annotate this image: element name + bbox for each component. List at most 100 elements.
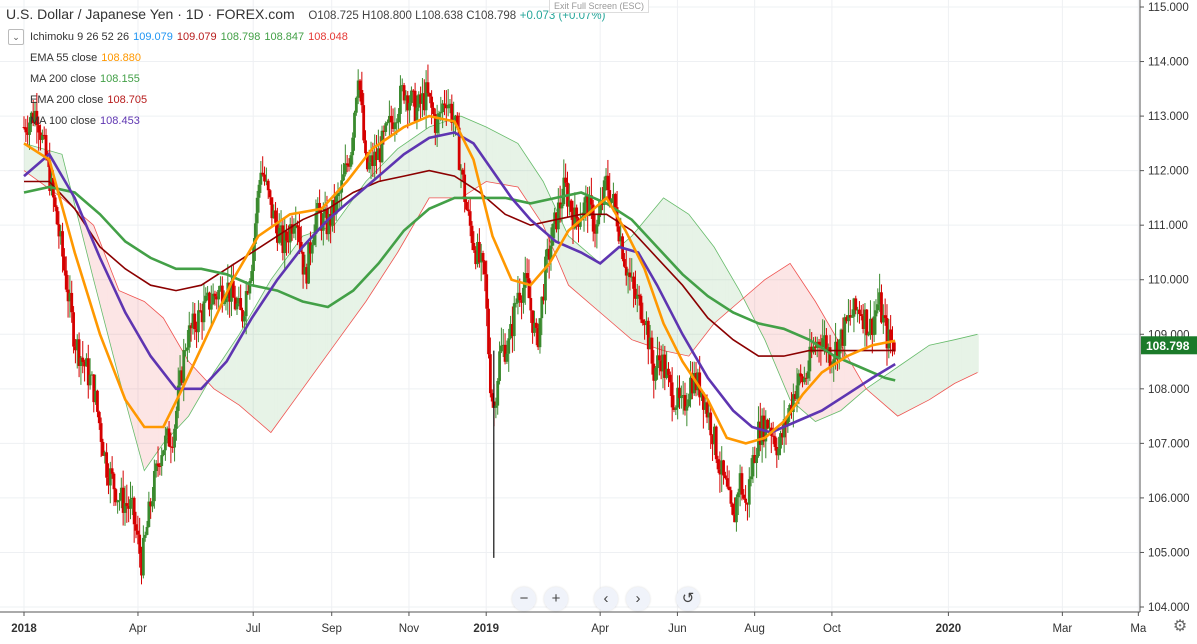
x-tick-label: Aug [744,623,764,635]
cloud-segment [685,211,688,356]
candle-body [268,190,272,198]
candle-body [613,193,617,208]
candle-body [551,223,555,246]
leading-span-a [23,115,978,472]
cloud-segment [487,127,490,183]
candle-body [272,210,276,219]
candle-body [571,211,575,229]
cloud-segment [662,198,665,351]
candle-body [661,354,665,372]
candle-body [606,175,610,191]
cloud-segment [664,198,668,352]
candle-body [773,436,777,448]
cloud-segment [543,181,546,232]
candle-body [806,371,810,379]
candle-body [310,244,314,254]
candle-body [786,415,790,426]
cloud-segment [165,322,169,441]
zoom-in-button[interactable]: + [544,587,568,611]
cloud-segment [502,135,506,185]
cloud-segment [348,202,351,326]
candle-body [151,501,154,507]
candle-body [213,293,217,297]
candle-body [275,222,279,243]
chevron-down-icon[interactable]: ⌄ [8,29,24,46]
cloud-segment [444,120,447,198]
cloud-segment [672,203,675,354]
candle-body [354,97,358,113]
candle-body [874,310,878,317]
cloud-segment [267,281,270,432]
candle-body [654,368,658,381]
cloud-segment [132,296,136,439]
cloud-segment [332,223,336,347]
candle-body [143,534,147,538]
candle-body [279,225,283,228]
cloud-segment [961,337,964,381]
candle-body [597,214,601,225]
cloud-segment [950,340,954,386]
legend-value: 108.880 [101,52,142,64]
cloud-segment [912,354,916,409]
cloud-segment [137,298,141,457]
candle-body [527,278,531,299]
candle-body [303,267,307,275]
candle-body [569,200,573,212]
candle-body [195,329,198,333]
candle-body [421,93,424,104]
cloud-segment [598,262,602,314]
candle-body [716,459,720,470]
cloud-segment [538,173,541,222]
cloud-segment [938,342,941,394]
candle-body [323,208,327,214]
scroll-left-button[interactable]: ‹ [594,587,618,611]
candle-body [123,503,127,513]
candle-body [55,207,59,225]
candle-body [415,107,419,122]
candle-body [365,153,369,170]
cloud-segment [246,316,250,414]
candle-body [443,103,446,105]
candle-body [127,505,131,509]
candle-body [246,291,250,294]
candle-body [393,123,397,129]
cloud-segment [763,278,767,343]
cloud-segment [424,128,427,207]
gear-icon[interactable]: ⚙ [1172,618,1188,635]
legend-row: MA 100 close 108.453 [8,111,352,132]
cloud-segment [885,373,888,408]
exit-fullscreen-hint[interactable]: Exit Full Screen (ESC) [549,0,650,13]
reset-chart-button[interactable]: ↺ [676,587,700,611]
candle-body [31,112,35,124]
cloud-segment [591,255,594,307]
candle-body [426,82,430,94]
cloud-segment [386,157,389,271]
candle-body [287,240,290,243]
candle-body [567,200,571,207]
candle-body [558,202,562,209]
candle-body [174,410,178,429]
cloud-segment [892,368,896,414]
scroll-right-button[interactable]: › [626,587,650,611]
candle-body [507,338,511,354]
cloud-segment [735,284,739,305]
candle-body [652,363,656,381]
cloud-segment [135,297,138,448]
cloud-segment [277,267,280,424]
candle-body [413,90,417,122]
candle-body [316,202,320,213]
legend-value: 108.155 [100,73,140,85]
candle-body [305,267,309,284]
cloud-segment [130,295,133,429]
candle-body [136,530,140,535]
candle-body [619,236,623,242]
zoom-out-button[interactable]: − [512,587,536,611]
cloud-segment [140,299,144,466]
candle-body [96,390,99,412]
cloud-segment [264,286,268,430]
candle-body [86,358,90,386]
candle-body [99,423,103,442]
cloud-segment [522,151,526,199]
